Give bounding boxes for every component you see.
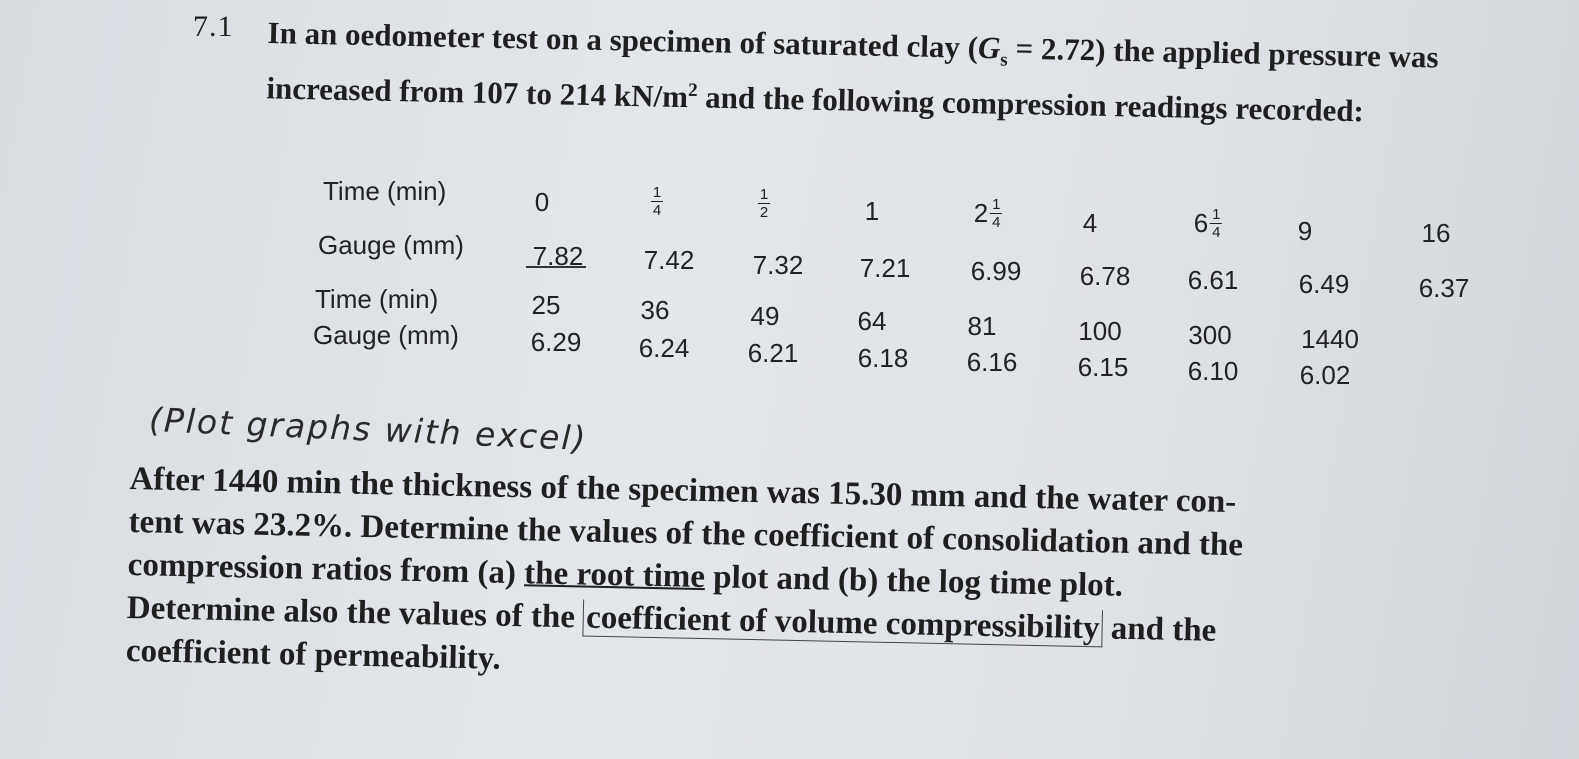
- gauge-cell: 6.02: [1299, 360, 1351, 390]
- time-cell: 81: [967, 311, 997, 341]
- gs-symbol: G: [977, 29, 1001, 66]
- time-cell: 49: [750, 301, 780, 331]
- gauge-cell: 7.32: [752, 250, 804, 280]
- gauge-underline: [526, 266, 586, 268]
- gauge-cell: 7.21: [859, 253, 911, 283]
- gauge-cell: 6.21: [747, 338, 799, 368]
- question-number: 7.1: [193, 10, 234, 43]
- time-cell: 9: [1297, 216, 1313, 246]
- question-body: After 1440 min the thickness of the spec…: [125, 458, 1479, 701]
- handwritten-note: (Plot graphs with excel): [148, 400, 589, 459]
- underlined-root-time: the root time: [523, 555, 706, 596]
- time-cell: 4: [1082, 208, 1098, 238]
- gauge-cell: 6.49: [1298, 269, 1350, 299]
- time-cell: 36: [640, 295, 670, 325]
- gauge-cell: 6.37: [1418, 273, 1470, 303]
- time-cell: 16: [1421, 218, 1451, 248]
- time-cell: 300: [1188, 320, 1232, 350]
- gauge-cell: 6.24: [638, 333, 690, 363]
- time-cell: 100: [1078, 316, 1122, 346]
- time-cell: 1440: [1301, 324, 1359, 354]
- gauge-cell: 6.18: [857, 343, 909, 373]
- boxed-mv-phrase: coefficient of volume compressibility: [582, 599, 1103, 648]
- gauge-cell: 6.10: [1187, 356, 1239, 386]
- time-cell: 0: [534, 187, 550, 217]
- intro-text-1: In an oedometer test on a specimen of sa…: [267, 14, 979, 65]
- gauge-cell: 7.42: [643, 245, 695, 275]
- row-label-gauge-1: Gauge (mm): [318, 230, 464, 260]
- gauge-cell: 6.61: [1187, 265, 1239, 295]
- row-label-time-2: Time (min): [315, 284, 439, 314]
- gauge-cell: 6.15: [1077, 352, 1129, 382]
- time-cell: 64: [857, 306, 887, 336]
- time-cell: 25: [531, 290, 561, 320]
- intro-text-3: and the following compression readings r…: [697, 79, 1365, 129]
- question-intro: In an oedometer test on a specimen of sa…: [266, 14, 1478, 132]
- time-cell: 1: [864, 196, 880, 226]
- row-label-time-1: Time (min): [323, 176, 447, 206]
- gauge-cell: 6.16: [966, 347, 1018, 377]
- gauge-cell: 6.78: [1079, 261, 1131, 291]
- gauge-cell: 6.99: [970, 256, 1022, 286]
- row-label-gauge-2: Gauge (mm): [313, 320, 459, 350]
- gauge-cell: 6.29: [530, 327, 582, 357]
